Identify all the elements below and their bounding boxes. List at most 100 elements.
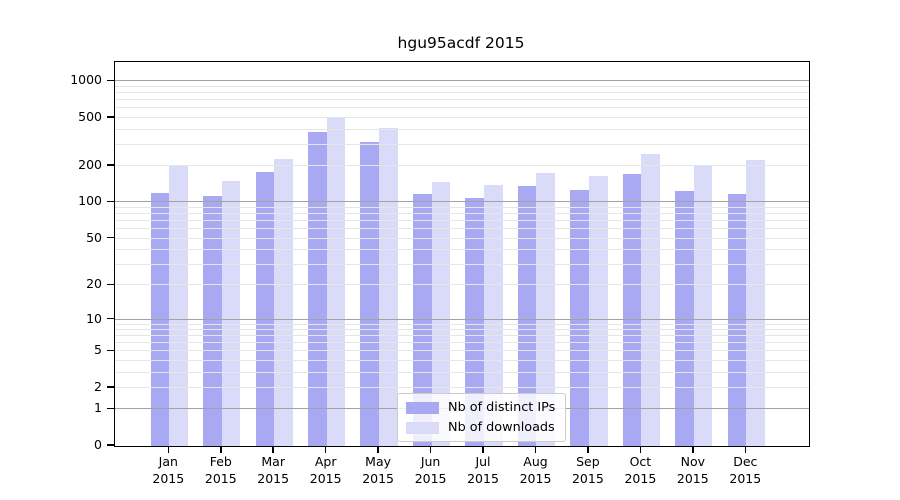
minor-gridline <box>115 92 809 94</box>
bar-distinct-ips-apr <box>307 132 327 446</box>
legend: Nb of distinct IPs Nb of downloads <box>397 393 567 442</box>
x-tick-mark <box>534 447 537 453</box>
bar-downloads-sep <box>588 176 608 446</box>
x-tick-mark <box>220 447 222 453</box>
minor-gridline <box>115 213 809 215</box>
minor-gridline <box>115 329 809 330</box>
x-tick-mark <box>324 447 327 453</box>
minor-gridline <box>115 335 809 337</box>
bar-distinct-ips-oct <box>622 174 642 446</box>
y-tick-mark <box>107 317 114 320</box>
minor-gridline <box>115 350 809 352</box>
minor-gridline <box>115 128 809 130</box>
legend-swatch-distinct-ips <box>406 401 439 414</box>
y-tick-mark <box>107 349 114 352</box>
x-tick-label-dec: Dec 2015 <box>729 454 762 486</box>
minor-gridline <box>115 143 809 145</box>
y-tick-label: 1000 <box>70 72 102 88</box>
bar-distinct-ips-jul <box>465 197 484 446</box>
x-tick-label-apr: Apr 2015 <box>309 454 342 486</box>
bar-downloads-feb <box>221 180 241 446</box>
bar-distinct-ips-aug <box>517 186 537 446</box>
bar-downloads-jun <box>431 181 451 446</box>
y-tick-label: 20 <box>86 276 102 292</box>
x-tick-label-aug: Aug 2015 <box>519 454 552 486</box>
minor-gridline <box>115 116 809 118</box>
x-tick-mark <box>482 447 484 453</box>
y-tick-mark <box>107 444 114 446</box>
minor-gridline <box>115 263 809 265</box>
minor-gridline <box>115 220 809 221</box>
y-tick-label: 50 <box>86 229 102 245</box>
minor-gridline <box>115 207 809 208</box>
major-gridline <box>115 318 809 320</box>
bar-distinct-ips-feb <box>203 196 222 446</box>
bar-downloads-dec <box>746 160 765 446</box>
x-tick-label-jul: Jul 2015 <box>467 454 499 486</box>
bar-downloads-apr <box>326 116 346 446</box>
x-tick-mark <box>377 447 379 453</box>
x-tick-mark <box>167 447 170 453</box>
minor-gridline <box>115 237 809 239</box>
minor-gridline <box>115 342 809 344</box>
bar-downloads-nov <box>693 166 713 446</box>
bar-distinct-ips-dec <box>727 194 747 446</box>
legend-item-distinct-ips: Nb of distinct IPs <box>406 400 555 415</box>
x-tick-label-jun: Jun 2015 <box>414 454 447 486</box>
x-tick-label-oct: Oct 2015 <box>624 454 657 486</box>
bar-downloads-oct <box>641 154 661 446</box>
chart-title: hgu95acdf 2015 <box>397 34 525 52</box>
bar-downloads-aug <box>536 172 556 446</box>
x-tick-label-feb: Feb 2015 <box>204 454 237 486</box>
y-tick-mark <box>107 236 114 239</box>
minor-gridline <box>115 360 809 362</box>
x-tick-mark <box>639 447 642 453</box>
legend-label-distinct-ips: Nb of distinct IPs <box>448 400 556 415</box>
x-tick-mark <box>692 447 694 453</box>
major-gridline <box>115 80 809 82</box>
minor-gridline <box>115 323 809 325</box>
bar-distinct-ips-sep <box>570 190 589 446</box>
major-gridline <box>115 201 809 203</box>
bar-distinct-ips-jun <box>412 193 432 446</box>
y-tick-mark <box>107 407 114 410</box>
bar-downloads-mar <box>274 159 293 446</box>
x-tick-mark <box>587 447 589 453</box>
y-tick-mark <box>107 386 114 388</box>
x-tick-mark <box>429 447 432 453</box>
minor-gridline <box>115 86 809 87</box>
y-tick-label: 10 <box>86 310 102 326</box>
minor-gridline <box>115 249 809 250</box>
x-tick-mark <box>744 447 746 453</box>
y-tick-label: 5 <box>94 342 102 358</box>
bar-downloads-jan <box>169 165 188 446</box>
y-tick-label: 2 <box>94 379 102 394</box>
x-tick-mark <box>272 447 274 453</box>
minor-gridline <box>115 284 809 286</box>
y-tick-mark <box>107 164 114 166</box>
y-tick-label: 500 <box>78 108 102 124</box>
plot-area: Nb of distinct IPs Nb of downloads <box>114 61 810 447</box>
x-tick-label-mar: Mar 2015 <box>257 454 290 486</box>
y-tick-mark <box>107 283 114 286</box>
y-tick-mark <box>107 200 114 203</box>
bar-downloads-may <box>379 127 398 446</box>
y-tick-label: 200 <box>78 157 102 173</box>
x-tick-label-jan: Jan 2015 <box>152 454 185 486</box>
y-tick-label: 1 <box>94 400 102 416</box>
bar-distinct-ips-mar <box>255 172 275 446</box>
minor-gridline <box>115 387 809 388</box>
minor-gridline <box>115 165 809 167</box>
y-tick-mark <box>107 79 114 82</box>
minor-gridline <box>115 371 809 373</box>
bar-distinct-ips-may <box>360 142 380 446</box>
legend-swatch-downloads <box>406 421 439 434</box>
y-tick-label: 0 <box>94 437 102 452</box>
x-tick-label-may: May 2015 <box>362 454 394 486</box>
y-tick-label: 100 <box>78 193 102 209</box>
y-tick-mark <box>107 116 114 118</box>
minor-gridline <box>115 107 809 109</box>
minor-gridline <box>115 228 809 230</box>
x-tick-label-sep: Sep 2015 <box>571 454 604 486</box>
minor-gridline <box>115 99 809 101</box>
